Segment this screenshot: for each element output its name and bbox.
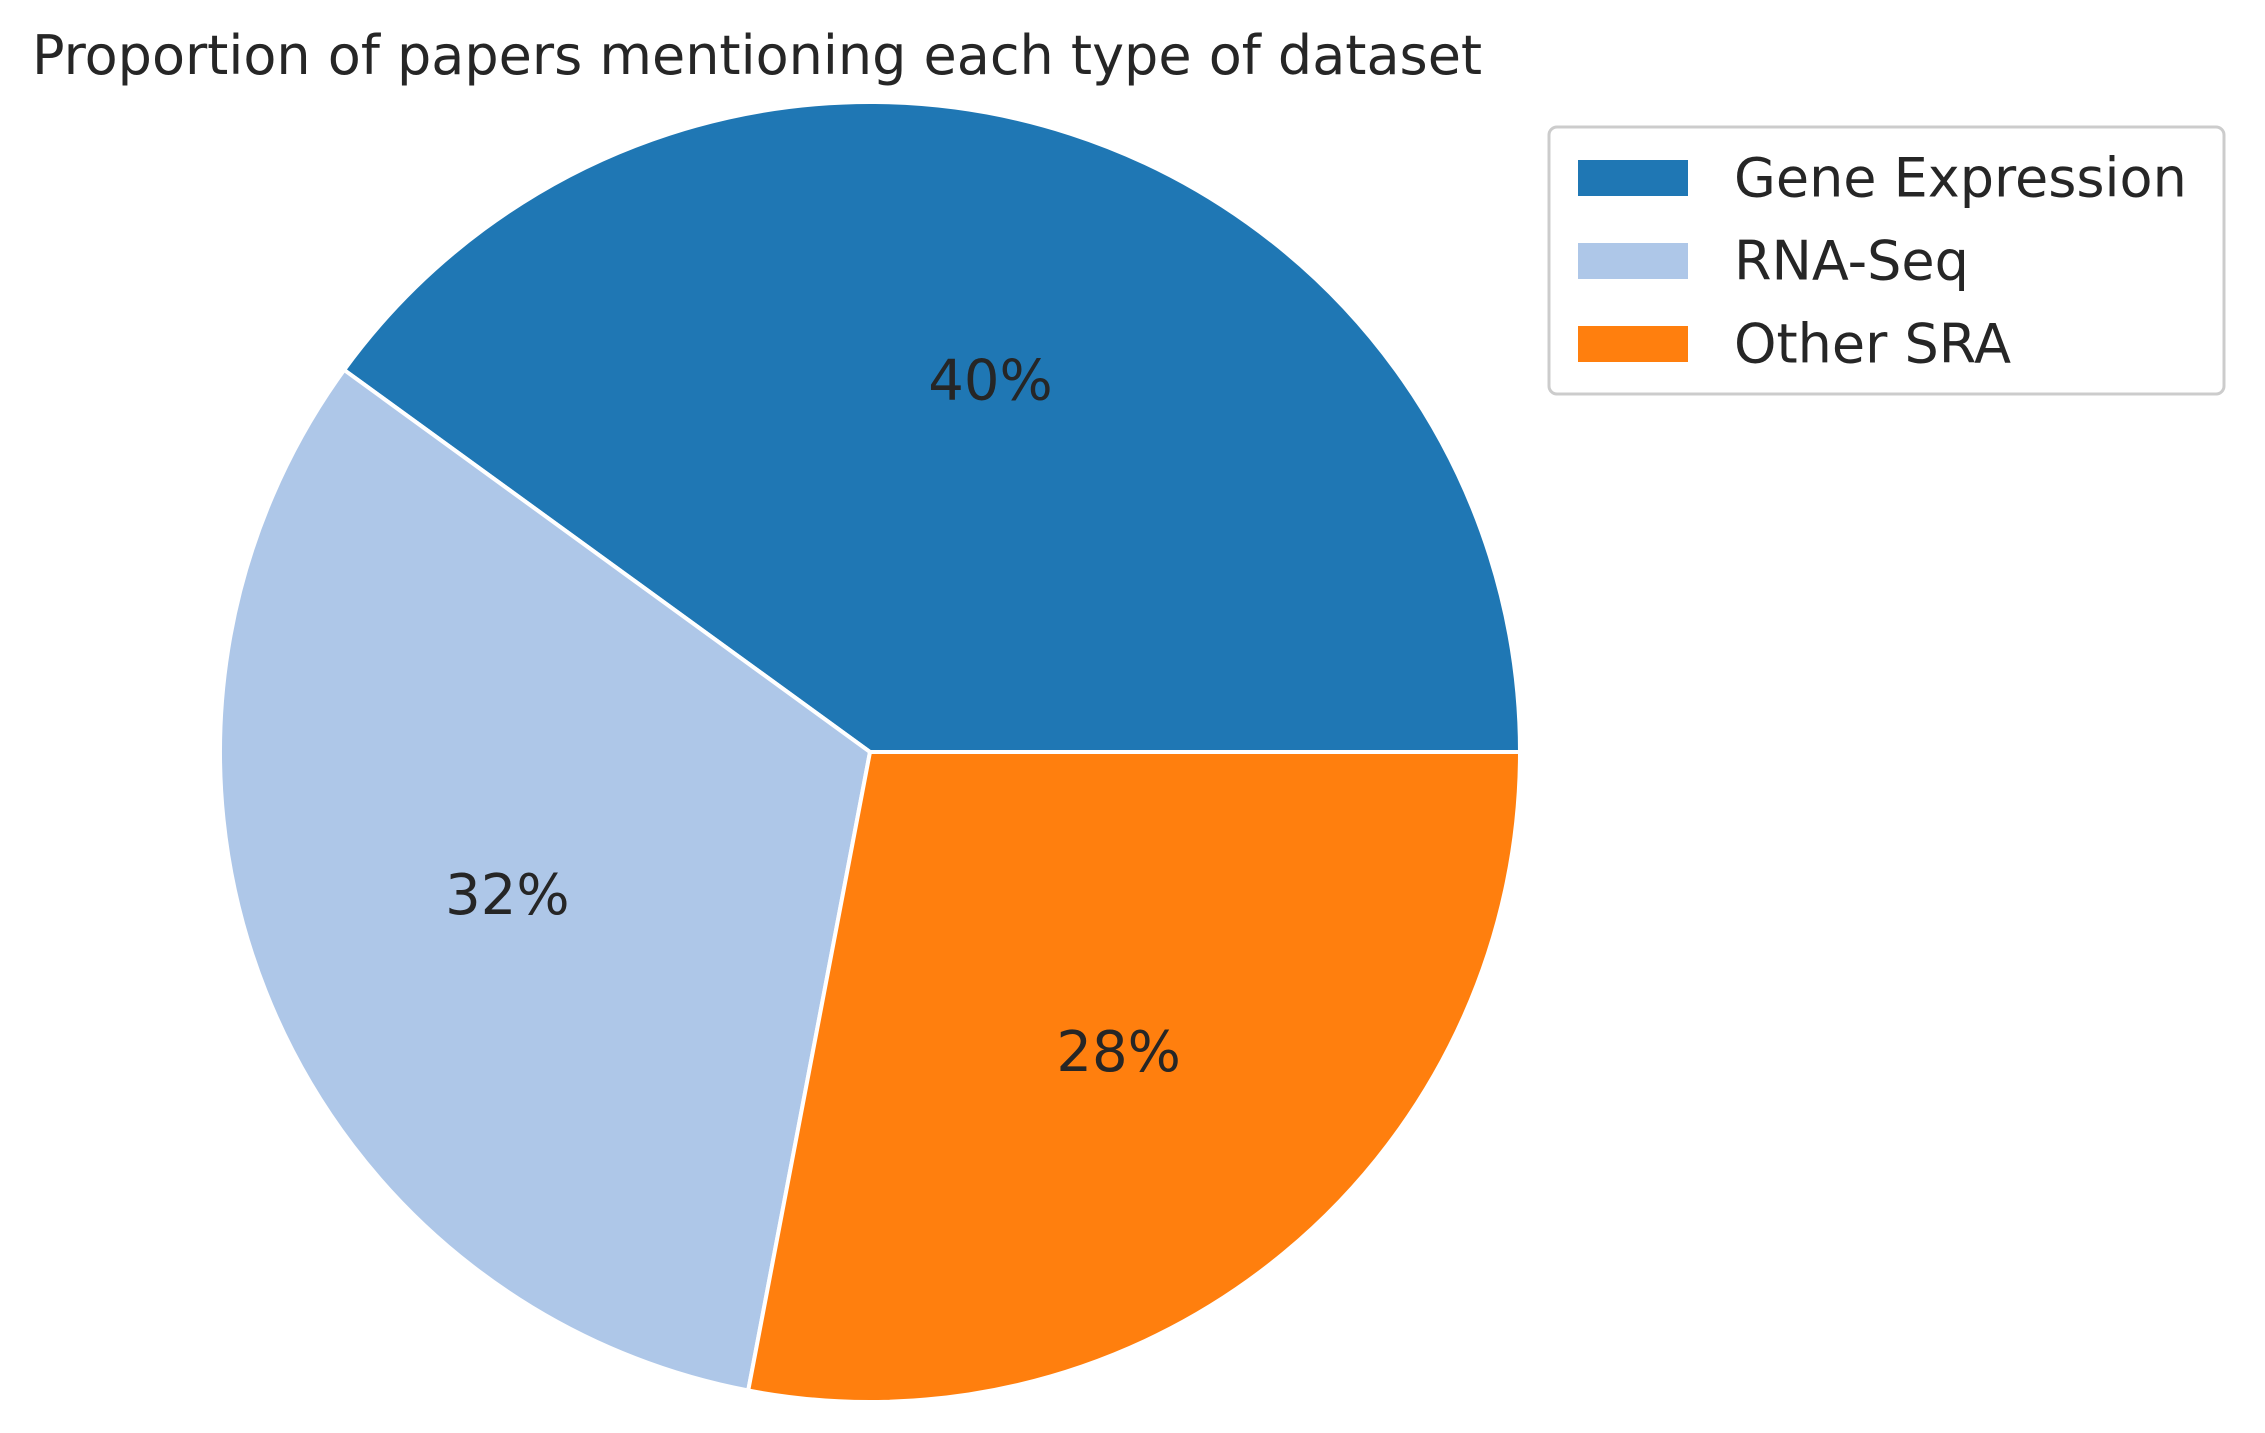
legend-swatch-gene-expression [1578,160,1688,196]
legend-entries: Gene Expression RNA-Seq Other SRA [1578,147,2187,376]
legend-label-other-sra: Other SRA [1734,313,2011,376]
pie-label-other-sra: 28% [1056,1020,1180,1085]
legend-label-gene-expression: Gene Expression [1734,147,2187,210]
legend-swatch-other-sra [1578,326,1688,362]
pie-label-gene-expression: 40% [928,349,1052,414]
legend-label-rna-seq: RNA-Seq [1734,230,1969,293]
legend-frame [1547,125,2226,396]
legend-swatch-rna-seq [1578,243,1688,279]
legend: Gene Expression RNA-Seq Other SRA [1547,125,2226,396]
pie-percent-labels: 40% 32% 28% [445,349,1181,1085]
pie-slices [218,100,1522,1404]
chart-title: Proportion of papers mentioning each typ… [32,24,1482,87]
pie-slice-gene-expression [342,100,1522,754]
pie-label-rna-seq: 32% [445,863,569,928]
pie-slice-other-sra [746,750,1522,1404]
pie-slice-rna-seq [218,367,872,1393]
